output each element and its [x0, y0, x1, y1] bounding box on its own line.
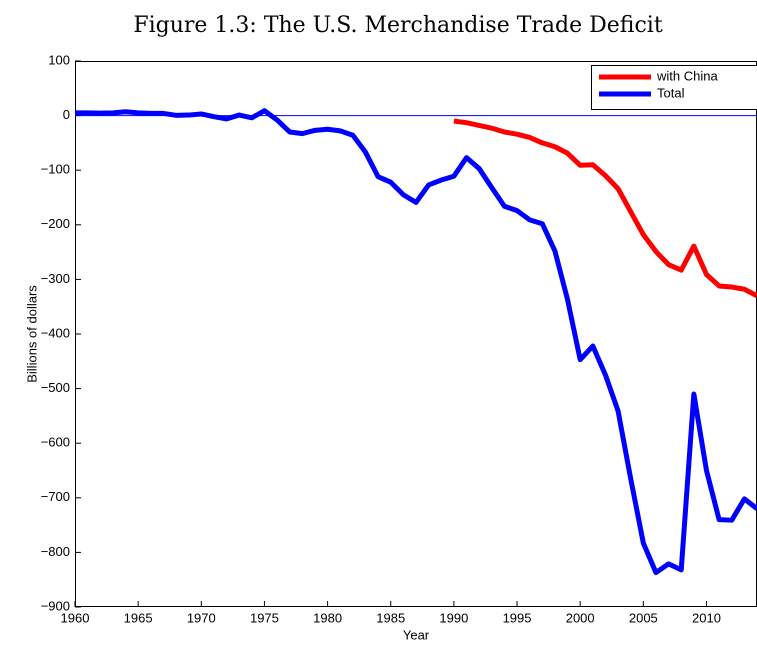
x-tick-label: 1995	[503, 610, 532, 625]
plot-area	[75, 61, 757, 607]
y-tick-label: −800	[41, 544, 70, 559]
x-tick-label: 2005	[629, 610, 658, 625]
x-tick-label: 1965	[124, 610, 153, 625]
y-tick-label: −600	[41, 435, 70, 450]
plot-clip	[75, 108, 757, 576]
x-tick-label: 1985	[376, 610, 405, 625]
x-tick-label: 1980	[313, 610, 342, 625]
y-tick-label: −100	[41, 162, 70, 177]
legend-label: with China	[656, 68, 718, 83]
x-tick-label: 1960	[61, 610, 90, 625]
y-tick-label: −200	[41, 216, 70, 231]
y-tick-label: −700	[41, 489, 70, 504]
y-tick-label: 0	[63, 107, 70, 122]
x-axis-label: Year	[403, 627, 430, 642]
legend-box	[591, 65, 757, 110]
x-tick-label: 1970	[187, 610, 216, 625]
x-tick-label: 2010	[692, 610, 721, 625]
x-tick-label: 1975	[250, 610, 279, 625]
y-tick-label: −300	[41, 271, 70, 286]
y-axis-label: Billions of dollars	[24, 285, 39, 383]
x-tick-label: 2000	[566, 610, 595, 625]
y-tick-label: 100	[48, 52, 70, 67]
legend-label: Total	[657, 85, 685, 100]
y-tick-label: −900	[41, 598, 70, 613]
y-tick-label: −400	[41, 325, 70, 340]
chart-title: Figure 1.3: The U.S. Merchandise Trade D…	[133, 13, 662, 38]
data-line	[453, 118, 757, 298]
y-tick-label: −500	[41, 380, 70, 395]
x-tick-label: 1990	[439, 610, 468, 625]
data-line	[75, 108, 757, 576]
